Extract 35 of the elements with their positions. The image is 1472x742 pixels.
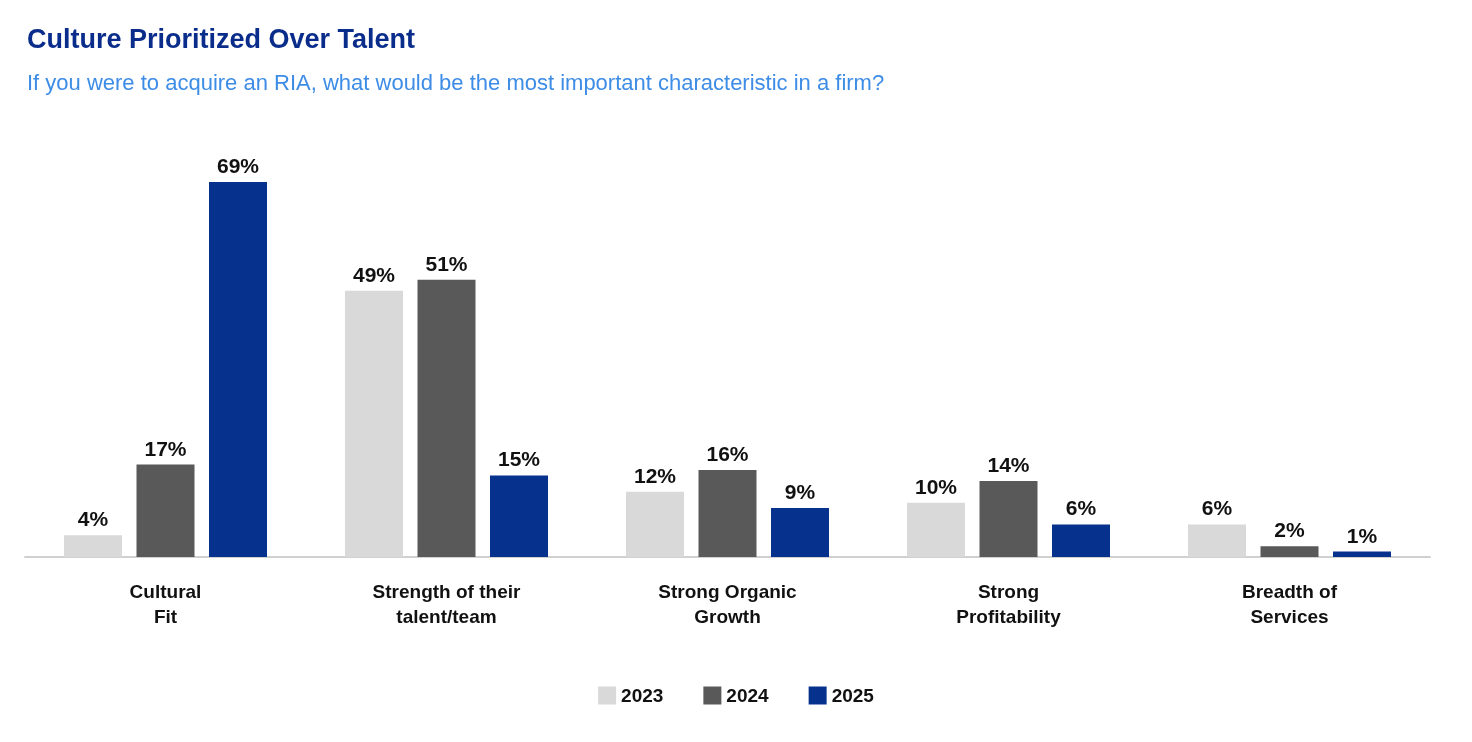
data-label: 6% [1201, 496, 1233, 520]
bar [1052, 524, 1110, 557]
data-label: 69% [216, 154, 260, 177]
x-tick-label: Cultural Fit [129, 581, 202, 627]
data-label: 16% [706, 442, 749, 466]
data-label: 2% [1274, 518, 1305, 542]
data-label: 9% [784, 480, 816, 504]
x-tick-label: Strong Organic Growth [658, 581, 798, 627]
data-label: 15% [497, 447, 541, 471]
data-label: 4% [77, 507, 109, 531]
bar [417, 279, 476, 557]
chart-subtitle: If you were to acquire an RIA, what would be the most important characteristic in a firm? [27, 69, 885, 95]
data-label: 49% [352, 262, 396, 286]
data-label: 51% [425, 251, 468, 275]
x-tick-label: Strong Profitability [956, 581, 1062, 627]
data-label: 6% [1065, 496, 1097, 520]
chart-title: Culture Prioritized Over Talent [27, 23, 416, 54]
bar [1333, 551, 1391, 557]
legend-label: 2024 [726, 685, 770, 706]
bar [136, 464, 195, 557]
legend-label: 2025 [831, 685, 875, 706]
bar [771, 508, 829, 557]
data-label: 1% [1346, 523, 1378, 547]
bar [979, 480, 1038, 557]
data-label: 17% [144, 436, 187, 460]
bar [490, 475, 548, 557]
bar [209, 182, 267, 557]
legend-label: 2023 [621, 685, 664, 706]
data-label: 14% [987, 452, 1030, 476]
data-label: 12% [633, 463, 677, 487]
x-tick-label: Strength of their talent/team [372, 581, 521, 627]
bar [698, 470, 757, 557]
data-label: 10% [914, 474, 958, 498]
x-tick-label: Breadth of Services [1242, 581, 1338, 627]
bar [1260, 546, 1319, 557]
